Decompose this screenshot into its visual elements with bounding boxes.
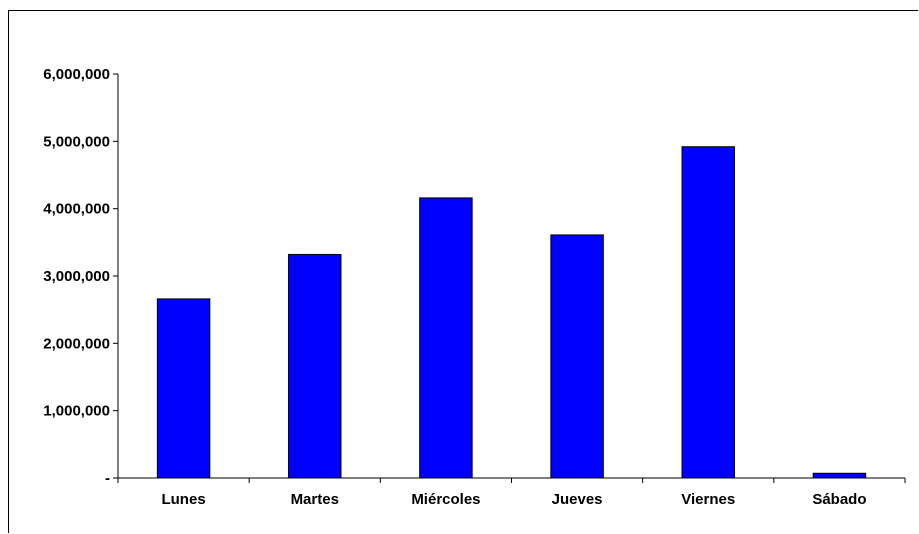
y-axis-tick-labels: - 1,000,000 2,000,000 3,000,000 4,000,000 5,0… bbox=[43, 66, 110, 487]
bar-0 bbox=[156, 298, 211, 479]
y-tick-label: 1,000,000 bbox=[43, 403, 110, 420]
bar-1 bbox=[288, 253, 342, 479]
x-tick-label: Martes bbox=[291, 491, 339, 508]
x-axis-tick-labels: Lunes Martes Miércoles Jueves Viernes Sábado bbox=[161, 491, 866, 508]
y-tick-label: - bbox=[105, 470, 110, 487]
x-tick-label: Jueves bbox=[552, 491, 603, 508]
bar-2 bbox=[419, 197, 473, 479]
x-tick-label: Sábado bbox=[812, 491, 866, 508]
chart-frame bbox=[8, 10, 918, 533]
y-tick-label: 5,000,000 bbox=[43, 133, 110, 150]
x-axis-ticks bbox=[117, 478, 906, 483]
y-tick-label: 2,000,000 bbox=[43, 335, 110, 352]
bar-3 bbox=[550, 234, 604, 479]
bar-5 bbox=[812, 472, 867, 479]
x-tick-label: Lunes bbox=[161, 491, 205, 508]
x-tick-label: Viernes bbox=[681, 491, 735, 508]
y-tick-label: 3,000,000 bbox=[43, 268, 110, 285]
y-tick-label: 6,000,000 bbox=[43, 66, 110, 83]
bars bbox=[156, 146, 867, 479]
y-tick-label: 4,000,000 bbox=[43, 201, 110, 218]
y-axis-ticks bbox=[113, 73, 118, 479]
bar-4 bbox=[681, 146, 735, 479]
x-tick-label: Miércoles bbox=[411, 491, 480, 508]
